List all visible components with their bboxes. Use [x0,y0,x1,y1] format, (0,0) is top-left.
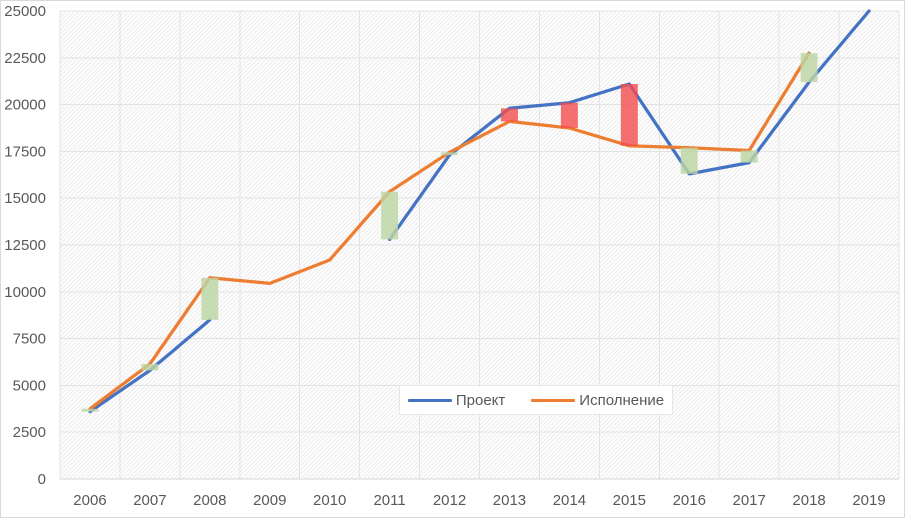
up-bar-2017 [740,150,758,163]
x-axis-tick-label: 2008 [193,492,226,509]
x-axis-tick-label: 2016 [673,492,706,509]
up-bar-2007 [141,363,159,371]
x-axis-tick-label: 2007 [133,492,166,509]
legend-label-execution: Исполнение [579,391,665,409]
x-axis-tick-label: 2013 [493,492,526,509]
x-axis-tick-label: 2019 [852,492,885,509]
x-axis-tick-label: 2009 [253,492,286,509]
x-axis-tick-label: 2011 [373,492,405,509]
y-axis-tick-label: 22500 [4,50,46,67]
y-axis-tick-label: 20000 [4,97,46,114]
x-axis-tick-label: 2015 [613,492,646,509]
down-bar-2015 [620,84,638,146]
x-axis-tick-label: 2010 [313,492,346,509]
y-axis-tick-label: 12500 [4,237,46,254]
up-bar-2018 [800,53,818,83]
legend-item-project[interactable]: Проект [407,391,506,409]
legend-item-execution[interactable]: Исполнение [531,392,664,409]
x-axis-tick-label: 2006 [73,492,106,509]
up-bar-2006 [81,408,99,412]
up-bar-2008 [201,277,219,320]
y-axis-tick-label: 25000 [4,3,46,20]
y-axis-tick-label: 7500 [13,331,46,348]
down-bar-2014 [560,102,578,128]
up-bar-2016 [680,147,698,174]
y-axis-tick-label: 17500 [4,143,46,160]
legend-line-sample-orange [531,398,576,402]
legend-label-project: Проект [455,391,506,409]
chart-legend: Проект Исполнение [399,385,673,415]
up-bar-2012 [441,152,459,156]
legend-line-sample-blue [407,398,452,402]
x-axis-tick-label: 2017 [732,492,765,509]
x-axis-tick-label: 2014 [553,492,586,509]
up-bar-2011 [381,191,399,240]
y-axis-tick-label: 5000 [13,377,46,394]
y-axis-tick-label: 2500 [13,424,46,441]
y-axis-tick-label: 10000 [4,284,46,301]
x-axis-tick-label: 2012 [433,492,466,509]
down-bar-2013 [500,108,518,122]
y-axis-tick-label: 0 [38,471,46,488]
y-axis-tick-label: 15000 [4,190,46,207]
x-axis-tick-label: 2018 [792,492,825,509]
